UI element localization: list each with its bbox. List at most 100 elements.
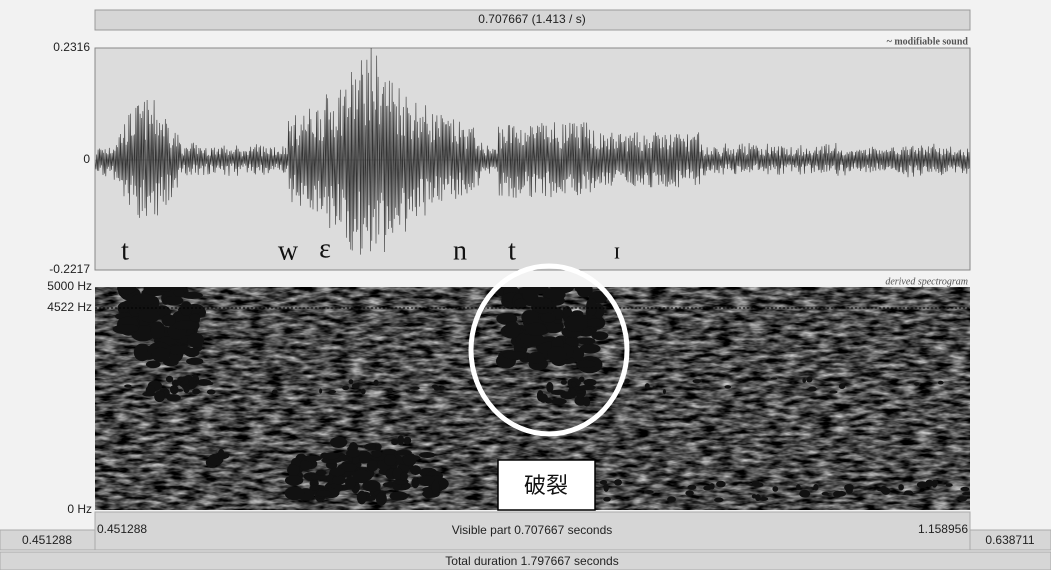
energy xyxy=(192,389,200,395)
energy xyxy=(316,470,327,476)
y-zero-label: 0 xyxy=(83,152,90,166)
energy xyxy=(375,443,381,451)
energy xyxy=(193,377,196,382)
energy xyxy=(625,378,630,383)
energy xyxy=(540,313,555,323)
energy xyxy=(208,382,214,385)
energy xyxy=(802,378,806,383)
energy xyxy=(349,379,354,384)
energy xyxy=(400,472,408,481)
total-duration: Total duration 1.797667 seconds xyxy=(445,554,618,568)
energy xyxy=(330,467,345,476)
energy xyxy=(352,470,370,483)
energy xyxy=(357,491,367,505)
energy xyxy=(591,331,608,340)
energy xyxy=(182,292,203,299)
energy xyxy=(154,391,165,402)
energy xyxy=(571,381,576,387)
energy xyxy=(323,453,340,460)
energy xyxy=(371,450,382,457)
energy xyxy=(583,397,590,407)
energy xyxy=(547,346,566,363)
energy xyxy=(376,492,387,505)
right-outside: 0.638711 xyxy=(985,533,1034,547)
energy xyxy=(184,348,199,357)
energy xyxy=(772,486,778,492)
energy xyxy=(938,381,944,385)
energy xyxy=(946,483,953,487)
energy xyxy=(160,388,164,391)
energy xyxy=(799,490,810,498)
energy xyxy=(667,496,676,502)
energy xyxy=(406,390,410,393)
energy xyxy=(917,481,928,488)
energy xyxy=(576,360,596,368)
energy xyxy=(829,390,837,393)
energy xyxy=(645,383,650,389)
visible-start: 0.451288 xyxy=(97,522,147,536)
energy xyxy=(796,484,801,490)
energy xyxy=(844,484,854,491)
energy xyxy=(714,498,723,503)
energy xyxy=(877,488,888,491)
energy xyxy=(709,483,714,489)
energy xyxy=(309,485,319,491)
energy xyxy=(577,286,593,298)
energy xyxy=(302,455,322,461)
spectrogram-label: derived spectrogram xyxy=(885,276,968,287)
y-min-label: -0.2217 xyxy=(49,262,90,276)
energy xyxy=(152,347,170,362)
energy xyxy=(752,481,759,484)
visible-part: Visible part 0.707667 seconds xyxy=(452,523,613,537)
energy xyxy=(904,490,913,494)
energy xyxy=(914,382,919,386)
energy xyxy=(207,389,216,394)
energy xyxy=(440,386,444,390)
energy xyxy=(652,386,655,389)
energy xyxy=(561,380,567,385)
energy xyxy=(403,437,411,445)
energy xyxy=(411,386,419,389)
energy xyxy=(570,389,576,396)
energy xyxy=(367,460,379,471)
energy xyxy=(960,487,969,491)
energy xyxy=(604,484,609,492)
energy xyxy=(432,481,440,495)
energy xyxy=(329,390,336,393)
energy xyxy=(177,377,185,382)
energy xyxy=(180,301,192,316)
energy xyxy=(600,480,607,485)
energy xyxy=(390,492,409,501)
energy xyxy=(346,449,360,457)
energy xyxy=(394,450,411,456)
energy xyxy=(692,379,701,383)
energy xyxy=(614,479,622,486)
energy xyxy=(564,315,588,332)
energy xyxy=(187,333,204,348)
f-min-label: 0 Hz xyxy=(67,502,92,516)
energy xyxy=(687,485,696,490)
energy xyxy=(578,337,596,345)
energy xyxy=(521,310,539,324)
energy xyxy=(388,388,392,393)
energy xyxy=(285,475,303,485)
energy xyxy=(806,377,812,383)
phoneme: ɛ xyxy=(319,233,331,264)
energy xyxy=(352,383,360,389)
energy xyxy=(287,464,300,475)
energy xyxy=(166,376,173,383)
energy xyxy=(551,398,567,404)
energy xyxy=(839,383,845,389)
energy xyxy=(374,380,379,386)
energy xyxy=(419,452,435,458)
energy xyxy=(130,294,156,306)
f-max-label: 5000 Hz xyxy=(47,279,92,293)
energy xyxy=(836,491,846,497)
energy xyxy=(116,324,139,333)
energy xyxy=(332,475,346,484)
energy xyxy=(505,321,520,338)
energy xyxy=(183,384,189,393)
energy xyxy=(928,482,933,486)
energy xyxy=(384,454,396,466)
energy xyxy=(578,385,596,390)
